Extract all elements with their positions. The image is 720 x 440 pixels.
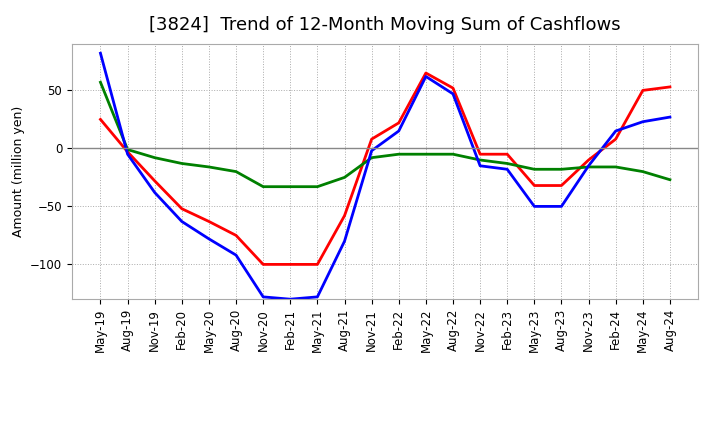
Free Cashflow: [367, 148, 376, 154]
Investing Cashflow: [150, 155, 159, 160]
Operating Cashflow: [367, 136, 376, 142]
Investing Cashflow: [476, 158, 485, 163]
Investing Cashflow: [530, 167, 539, 172]
Free Cashflow: [639, 119, 647, 125]
Operating Cashflow: [286, 262, 294, 267]
Operating Cashflow: [584, 158, 593, 163]
Investing Cashflow: [96, 80, 105, 85]
Free Cashflow: [476, 163, 485, 169]
Operating Cashflow: [204, 219, 213, 224]
Operating Cashflow: [123, 149, 132, 154]
Investing Cashflow: [367, 155, 376, 160]
Investing Cashflow: [449, 151, 457, 157]
Free Cashflow: [341, 238, 349, 244]
Operating Cashflow: [557, 183, 566, 188]
Operating Cashflow: [150, 178, 159, 183]
Free Cashflow: [150, 190, 159, 195]
Free Cashflow: [123, 151, 132, 157]
Operating Cashflow: [96, 117, 105, 122]
Investing Cashflow: [639, 169, 647, 174]
Investing Cashflow: [395, 151, 403, 157]
Free Cashflow: [232, 253, 240, 258]
Free Cashflow: [665, 114, 674, 120]
Investing Cashflow: [286, 184, 294, 189]
Free Cashflow: [503, 167, 511, 172]
Investing Cashflow: [259, 184, 268, 189]
Investing Cashflow: [178, 161, 186, 166]
Free Cashflow: [449, 91, 457, 96]
Free Cashflow: [259, 294, 268, 300]
Free Cashflow: [557, 204, 566, 209]
Line: Free Cashflow: Free Cashflow: [101, 53, 670, 299]
Investing Cashflow: [503, 161, 511, 166]
Investing Cashflow: [232, 169, 240, 174]
Investing Cashflow: [665, 177, 674, 182]
Operating Cashflow: [476, 151, 485, 157]
Investing Cashflow: [204, 164, 213, 169]
Y-axis label: Amount (million yen): Amount (million yen): [12, 106, 24, 237]
Free Cashflow: [96, 51, 105, 56]
Free Cashflow: [611, 128, 620, 134]
Operating Cashflow: [639, 88, 647, 93]
Free Cashflow: [313, 294, 322, 300]
Investing Cashflow: [341, 175, 349, 180]
Investing Cashflow: [611, 164, 620, 169]
Operating Cashflow: [611, 136, 620, 142]
Operating Cashflow: [259, 262, 268, 267]
Legend: Operating Cashflow, Investing Cashflow, Free Cashflow: Operating Cashflow, Investing Cashflow, …: [135, 438, 636, 440]
Operating Cashflow: [665, 84, 674, 90]
Free Cashflow: [178, 219, 186, 224]
Operating Cashflow: [503, 151, 511, 157]
Investing Cashflow: [584, 164, 593, 169]
Operating Cashflow: [178, 206, 186, 211]
Free Cashflow: [421, 74, 430, 79]
Operating Cashflow: [313, 262, 322, 267]
Free Cashflow: [286, 297, 294, 302]
Investing Cashflow: [557, 167, 566, 172]
Operating Cashflow: [449, 85, 457, 91]
Investing Cashflow: [313, 184, 322, 189]
Operating Cashflow: [421, 70, 430, 76]
Free Cashflow: [530, 204, 539, 209]
Operating Cashflow: [530, 183, 539, 188]
Free Cashflow: [204, 236, 213, 242]
Free Cashflow: [584, 163, 593, 169]
Line: Operating Cashflow: Operating Cashflow: [101, 73, 670, 264]
Title: [3824]  Trend of 12-Month Moving Sum of Cashflows: [3824] Trend of 12-Month Moving Sum of C…: [149, 16, 621, 34]
Operating Cashflow: [232, 233, 240, 238]
Line: Investing Cashflow: Investing Cashflow: [101, 82, 670, 187]
Investing Cashflow: [123, 147, 132, 152]
Operating Cashflow: [341, 213, 349, 218]
Operating Cashflow: [395, 120, 403, 125]
Investing Cashflow: [421, 151, 430, 157]
Free Cashflow: [395, 128, 403, 134]
